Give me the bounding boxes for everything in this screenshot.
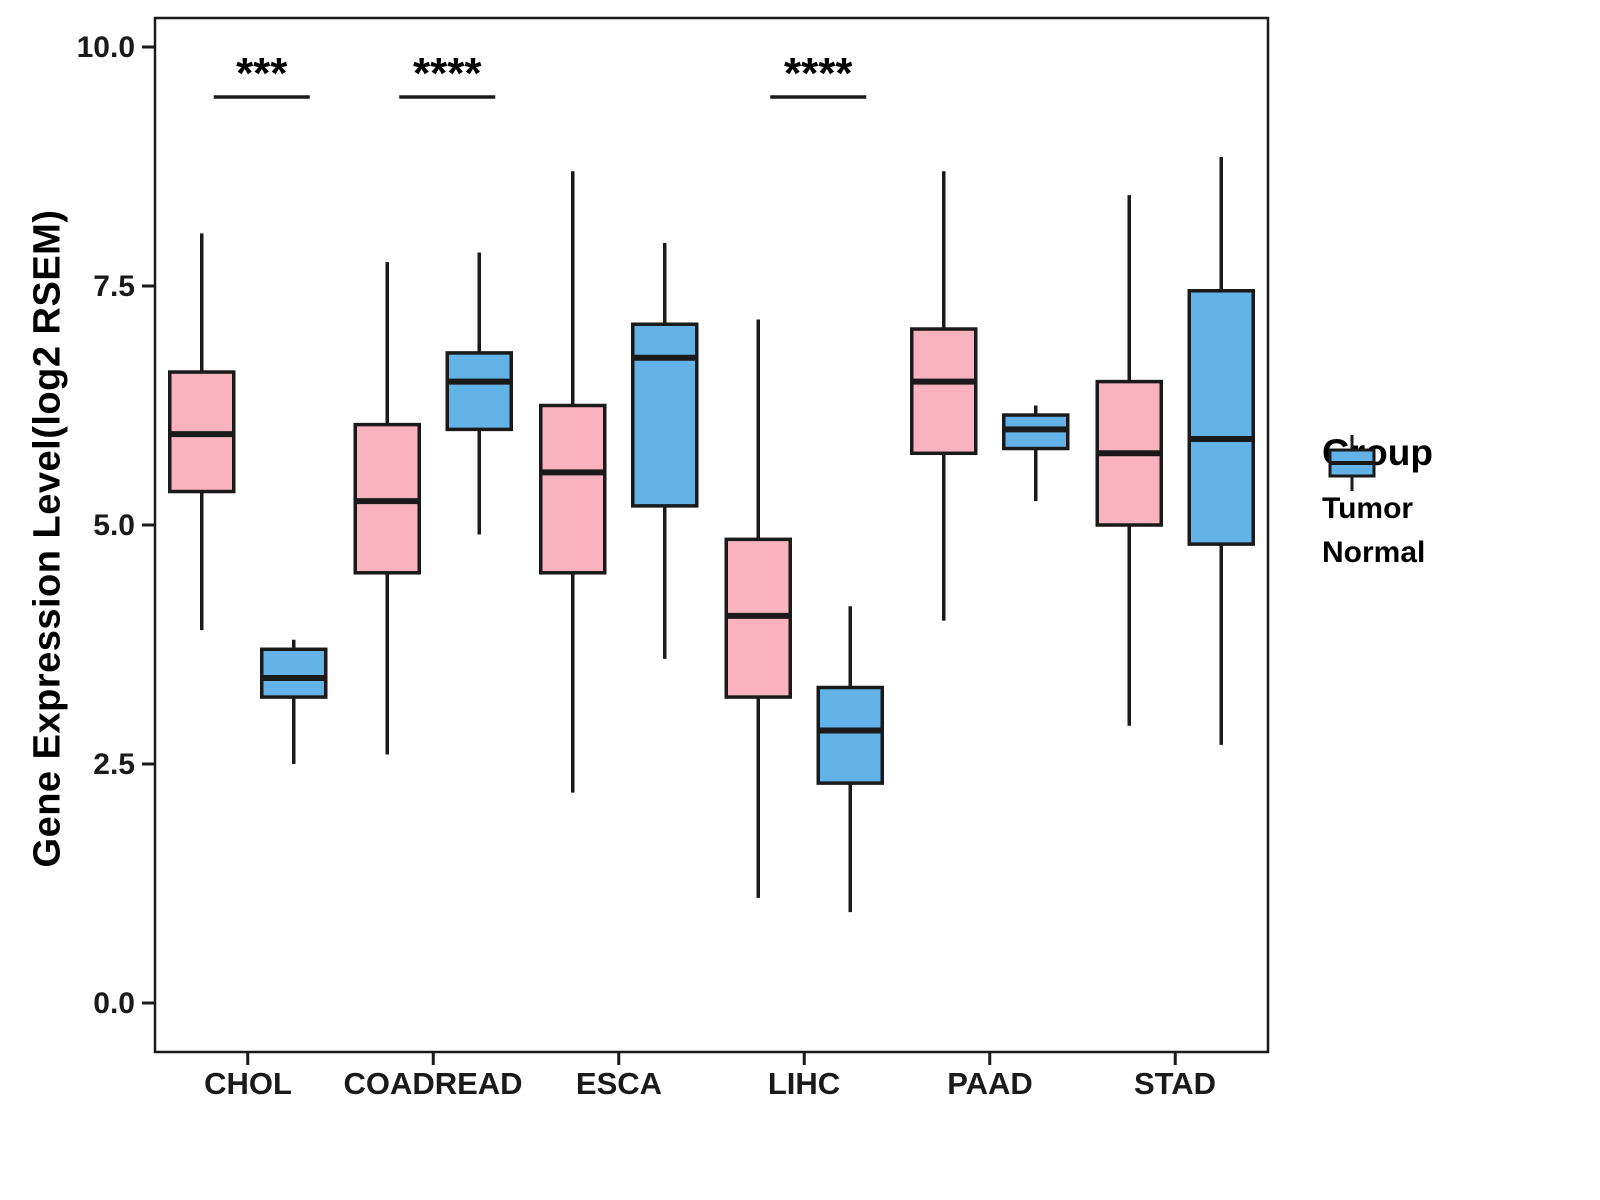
box-normal-stad bbox=[1187, 289, 1255, 546]
y-tick-label-0: 0.0 bbox=[93, 987, 135, 1020]
significance-stars-coadread: **** bbox=[413, 49, 482, 98]
panel-border bbox=[153, 16, 1270, 1054]
y-tick-label-100: 10.0 bbox=[76, 31, 135, 64]
legend-label-normal: Normal bbox=[1322, 536, 1426, 569]
box-normal-chol bbox=[260, 647, 328, 699]
significance-stars-lihc: **** bbox=[784, 49, 853, 98]
normal-boxplot-key-icon bbox=[1328, 435, 1376, 491]
y-tick-label-25: 2.5 bbox=[93, 748, 135, 781]
significance-stars-chol: *** bbox=[236, 49, 288, 98]
y-tick-label-50: 5.0 bbox=[93, 509, 135, 542]
x-tick-label-paad: PAAD bbox=[947, 1066, 1033, 1101]
x-tick-label-lihc: LIHC bbox=[767, 1066, 841, 1101]
legend-item-tumor: Tumor bbox=[1322, 435, 1433, 526]
box-normal-lihc bbox=[816, 685, 884, 785]
box-tumor-paad bbox=[910, 327, 978, 456]
y-tick-label-75: 7.5 bbox=[93, 270, 135, 303]
legend: Group Tumor Normal bbox=[1322, 432, 1433, 580]
box-normal-coadread bbox=[445, 351, 513, 432]
x-tick-label-esca: ESCA bbox=[575, 1066, 663, 1101]
x-tick-label-stad: STAD bbox=[1133, 1066, 1217, 1101]
box-normal-esca bbox=[631, 322, 699, 508]
x-tick-label-coadread: COADREAD bbox=[343, 1066, 523, 1101]
legend-item-normal: Normal bbox=[1322, 435, 1433, 570]
legend-label-tumor: Tumor bbox=[1322, 492, 1414, 525]
x-tick-label-chol: CHOL bbox=[204, 1066, 292, 1101]
box-tumor-esca bbox=[539, 403, 607, 575]
